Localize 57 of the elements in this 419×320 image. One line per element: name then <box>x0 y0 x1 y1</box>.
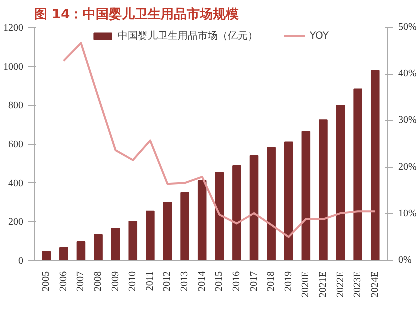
bar <box>302 131 311 260</box>
x-tick-label: 2005 <box>41 272 52 292</box>
x-tick-label: 2021E <box>318 272 329 298</box>
x-tick-label: 2017 <box>248 272 260 292</box>
bar <box>42 251 52 260</box>
x-tick-label: 2024E <box>370 272 381 298</box>
x-tick-label: 2020E <box>300 272 312 298</box>
bar <box>232 165 242 260</box>
bar <box>336 105 346 260</box>
bar <box>146 210 155 260</box>
x-tick-label: 2014 <box>196 272 208 292</box>
x-tick-label: 2022E <box>335 272 346 298</box>
bar <box>198 180 207 260</box>
x-tick-label: 2012 <box>162 272 174 292</box>
bar <box>267 147 276 260</box>
chart-title: 图 14：中国婴儿卫生用品市场规模 <box>34 6 240 22</box>
x-tick-label: 2016 <box>231 272 242 292</box>
y2-tick-label: 40% <box>398 68 417 80</box>
bar <box>284 142 294 260</box>
legend-label: 中国婴儿卫生用品市场（亿元） <box>118 30 258 43</box>
bar <box>111 228 120 260</box>
bar <box>250 155 259 260</box>
x-tick-label: 2013 <box>180 272 191 292</box>
y-tick-label: 600 <box>8 140 24 150</box>
legend-label: YOY <box>310 30 330 42</box>
y-tick-label: 0 <box>18 256 24 267</box>
bar <box>215 172 224 260</box>
x-tick-label: 2023E <box>352 272 364 298</box>
x-tick-label: 2015 <box>214 272 226 292</box>
bar <box>128 220 138 260</box>
y-tick-label: 1000 <box>4 62 24 73</box>
y2-tick-label: 30% <box>398 115 417 126</box>
bar <box>60 247 68 260</box>
x-tick-label: 2010 <box>128 272 139 292</box>
y2-tick-label: 0% <box>398 255 412 266</box>
y2-tick-label: 20% <box>398 162 417 173</box>
y-tick-label: 200 <box>8 217 24 228</box>
x-tick-label: 2008 <box>93 272 104 292</box>
x-tick-label: 2009 <box>110 272 122 292</box>
bar <box>76 242 86 260</box>
bar <box>180 192 190 260</box>
y2-tick-label: 50% <box>398 22 417 33</box>
y-tick-label: 400 <box>8 178 24 190</box>
bar <box>319 120 328 260</box>
bar <box>370 70 380 260</box>
y2-tick-label: 10% <box>398 208 417 220</box>
y-tick-label: 800 <box>8 100 24 112</box>
x-tick-label: 2019 <box>283 272 294 292</box>
x-tick-label: 2006 <box>58 272 70 292</box>
line-series <box>62 42 376 238</box>
x-tick-label: 2018 <box>266 272 278 292</box>
bar <box>163 202 172 260</box>
bar <box>354 88 362 260</box>
y-tick-label: 1200 <box>4 23 24 34</box>
bar <box>94 234 103 260</box>
x-tick-label: 2011 <box>144 271 156 292</box>
x-tick-label: 2007 <box>76 272 87 292</box>
